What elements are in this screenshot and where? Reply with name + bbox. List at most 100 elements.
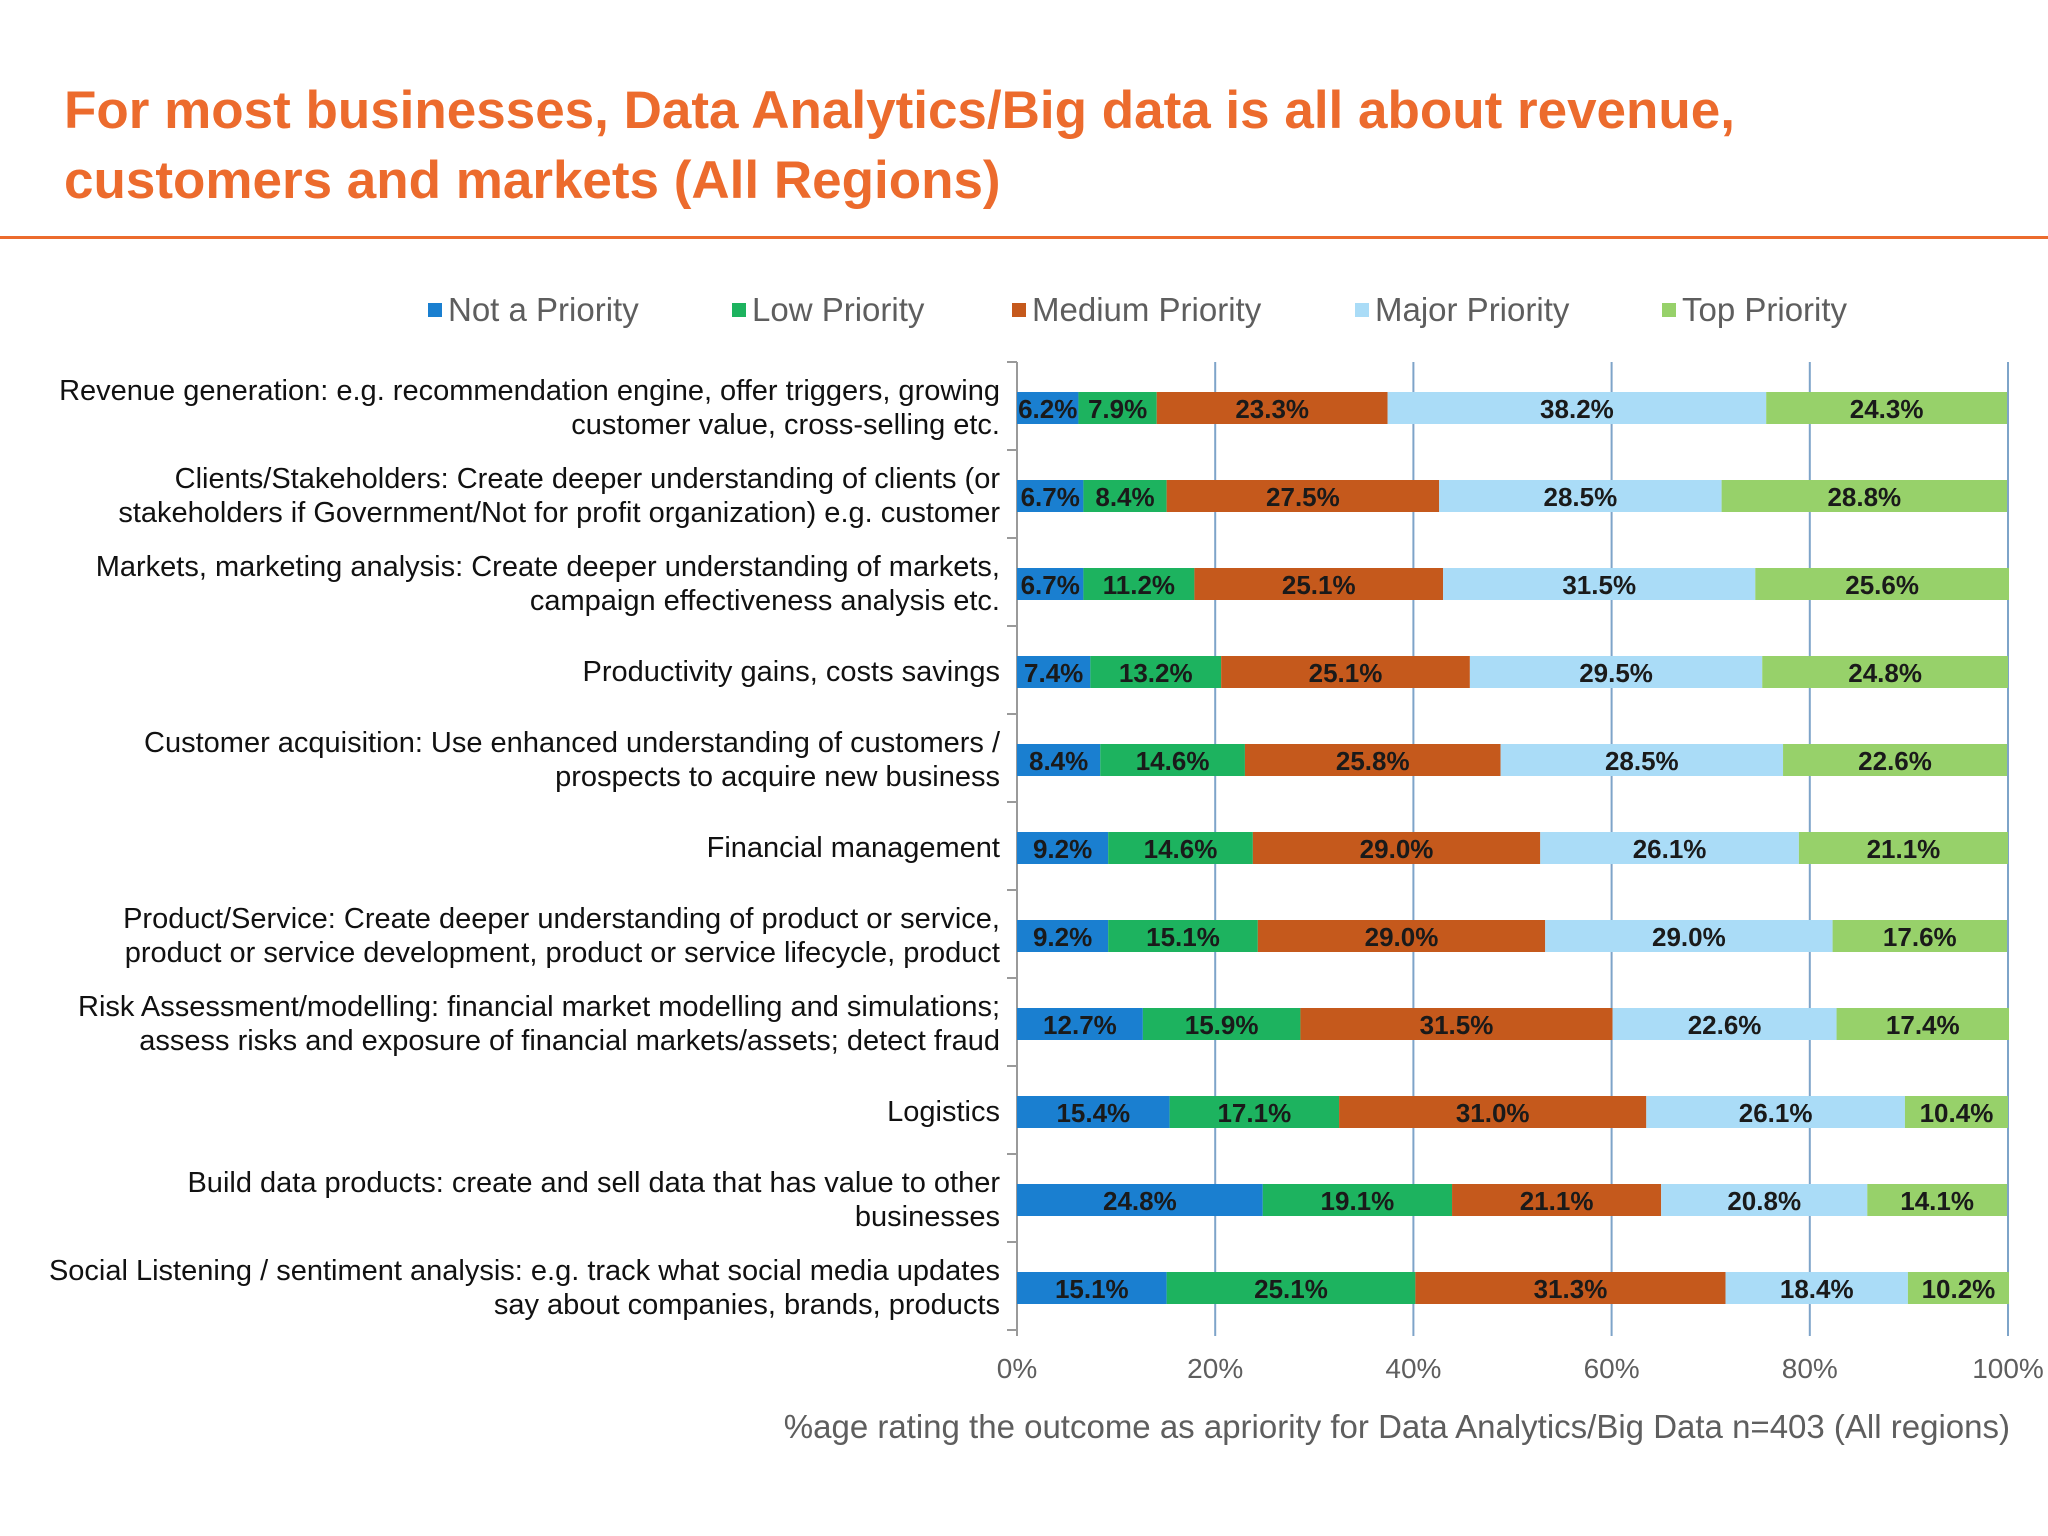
data-label: 26.1% [1739,1098,1813,1128]
data-label: 29.5% [1579,658,1653,688]
x-tick-label: 0% [997,1353,1037,1384]
bar-not-a-priority [1017,568,1084,600]
category-label: Financial management [0,831,1000,865]
bar-major-priority [1387,392,1767,424]
x-tick-label: 80% [1782,1353,1838,1384]
bar-low-priority [1078,392,1157,424]
legend-item-top-priority: Top Priority [1662,288,1847,332]
data-label: 31.5% [1420,1010,1494,1040]
bar-top-priority [1832,920,2008,952]
data-label: 8.4% [1029,746,1088,776]
data-label: 26.1% [1633,834,1707,864]
data-label: 22.6% [1688,1010,1762,1040]
data-label: 25.1% [1254,1274,1328,1304]
data-label: 15.4% [1056,1098,1130,1128]
category-label: Markets, marketing analysis: Create deep… [0,550,1000,618]
bar-major-priority [1661,1184,1868,1216]
bar-not-a-priority [1017,744,1101,776]
legend-swatch [1012,303,1026,317]
data-label: 24.8% [1848,658,1922,688]
bar-not-a-priority [1017,1184,1263,1216]
category-label-line: Productivity gains, costs savings [582,656,1000,688]
category-label: Customer acquisition: Use enhanced under… [0,726,1000,794]
data-label: 25.1% [1282,570,1356,600]
data-label: 14.1% [1900,1186,1974,1216]
category-label-line: Clients/Stakeholders: Create deeper unde… [174,463,1000,495]
bar-low-priority [1262,1184,1453,1216]
category-label-line: businesses [854,1201,1000,1233]
title-line-2: customers and markets (All Regions) [64,151,1001,210]
category-label-line: Social Listening / sentiment analysis: e… [48,1255,1000,1287]
category-label-line: Build data products: create and sell dat… [187,1167,1000,1199]
category-label-line: Financial management [706,832,1000,864]
bar-top-priority [1721,480,2008,512]
bar-major-priority [1612,1008,1837,1040]
category-label-line: assess risks and exposure of financial m… [139,1025,1000,1057]
bar-not-a-priority [1017,656,1091,688]
data-label: 24.8% [1103,1186,1177,1216]
data-label: 23.3% [1235,394,1309,424]
data-label: 28.5% [1605,746,1679,776]
x-tick-label: 20% [1187,1353,1243,1384]
category-label: Product/Service: Create deeper understan… [0,902,1000,970]
bar-top-priority [1904,1096,2008,1128]
bar-top-priority [1755,568,2009,600]
data-label: 27.5% [1266,482,1340,512]
legend-label: Low Priority [752,291,925,328]
bar-major-priority [1725,1272,1908,1304]
data-label: 6.7% [1021,482,1080,512]
bar-major-priority [1646,1096,1905,1128]
x-tick-label: 100% [1972,1353,2044,1384]
data-label: 22.6% [1858,746,1932,776]
bar-major-priority [1469,656,1763,688]
data-label: 11.2% [1103,570,1175,600]
category-label-line: customer value, cross-selling etc. [571,409,1000,441]
data-label: 17.1% [1217,1098,1291,1128]
category-label-line: prospects to acquire new business [555,761,1000,793]
data-label: 15.1% [1055,1274,1129,1304]
bar-low-priority [1090,656,1222,688]
data-label: 20.8% [1727,1186,1801,1216]
page-title: For most businesses, Data Analytics/Big … [64,76,1994,216]
data-label: 9.2% [1033,834,1092,864]
bar-medium-priority [1339,1096,1647,1128]
data-label: 10.2% [1922,1274,1996,1304]
data-label: 29.0% [1365,922,1439,952]
legend-item-medium-priority: Medium Priority [1012,288,1261,332]
data-label: 12.7% [1043,1010,1117,1040]
data-label: 8.4% [1095,482,1154,512]
bar-medium-priority [1300,1008,1613,1040]
bar-top-priority [1836,1008,2009,1040]
bar-not-a-priority [1017,1272,1167,1304]
bar-top-priority [1867,1184,2008,1216]
bar-low-priority [1166,1272,1416,1304]
category-label-line: stakeholders if Government/Not for profi… [118,497,1000,529]
bar-top-priority [1907,1272,2009,1304]
data-label: 28.5% [1544,482,1618,512]
bar-low-priority [1108,920,1258,952]
category-label-line: Customer acquisition: Use enhanced under… [144,727,1000,759]
bar-medium-priority [1221,656,1470,688]
bar-not-a-priority [1017,832,1109,864]
legend-swatch [1355,303,1369,317]
bar-top-priority [1783,744,2008,776]
bar-not-a-priority [1017,480,1084,512]
category-label-line: product or service development, product … [124,937,1000,969]
data-label: 7.4% [1024,658,1083,688]
data-label: 15.1% [1146,922,1220,952]
x-axis-label: %age rating the outcome as apriority for… [783,1408,2010,1445]
data-label: 31.5% [1562,570,1636,600]
data-label: 31.3% [1534,1274,1608,1304]
category-label-line: Product/Service: Create deeper understan… [123,903,1000,935]
data-label: 14.6% [1136,746,1210,776]
category-label-line: say about companies, brands, products [493,1289,1000,1321]
category-label: Clients/Stakeholders: Create deeper unde… [0,462,1000,530]
data-label: 28.8% [1827,482,1901,512]
data-label: 21.1% [1867,834,1941,864]
bar-low-priority [1100,744,1245,776]
data-label: 17.4% [1886,1010,1960,1040]
legend-label: Medium Priority [1032,291,1262,328]
data-label: 24.3% [1850,394,1924,424]
data-label: 18.4% [1780,1274,1854,1304]
